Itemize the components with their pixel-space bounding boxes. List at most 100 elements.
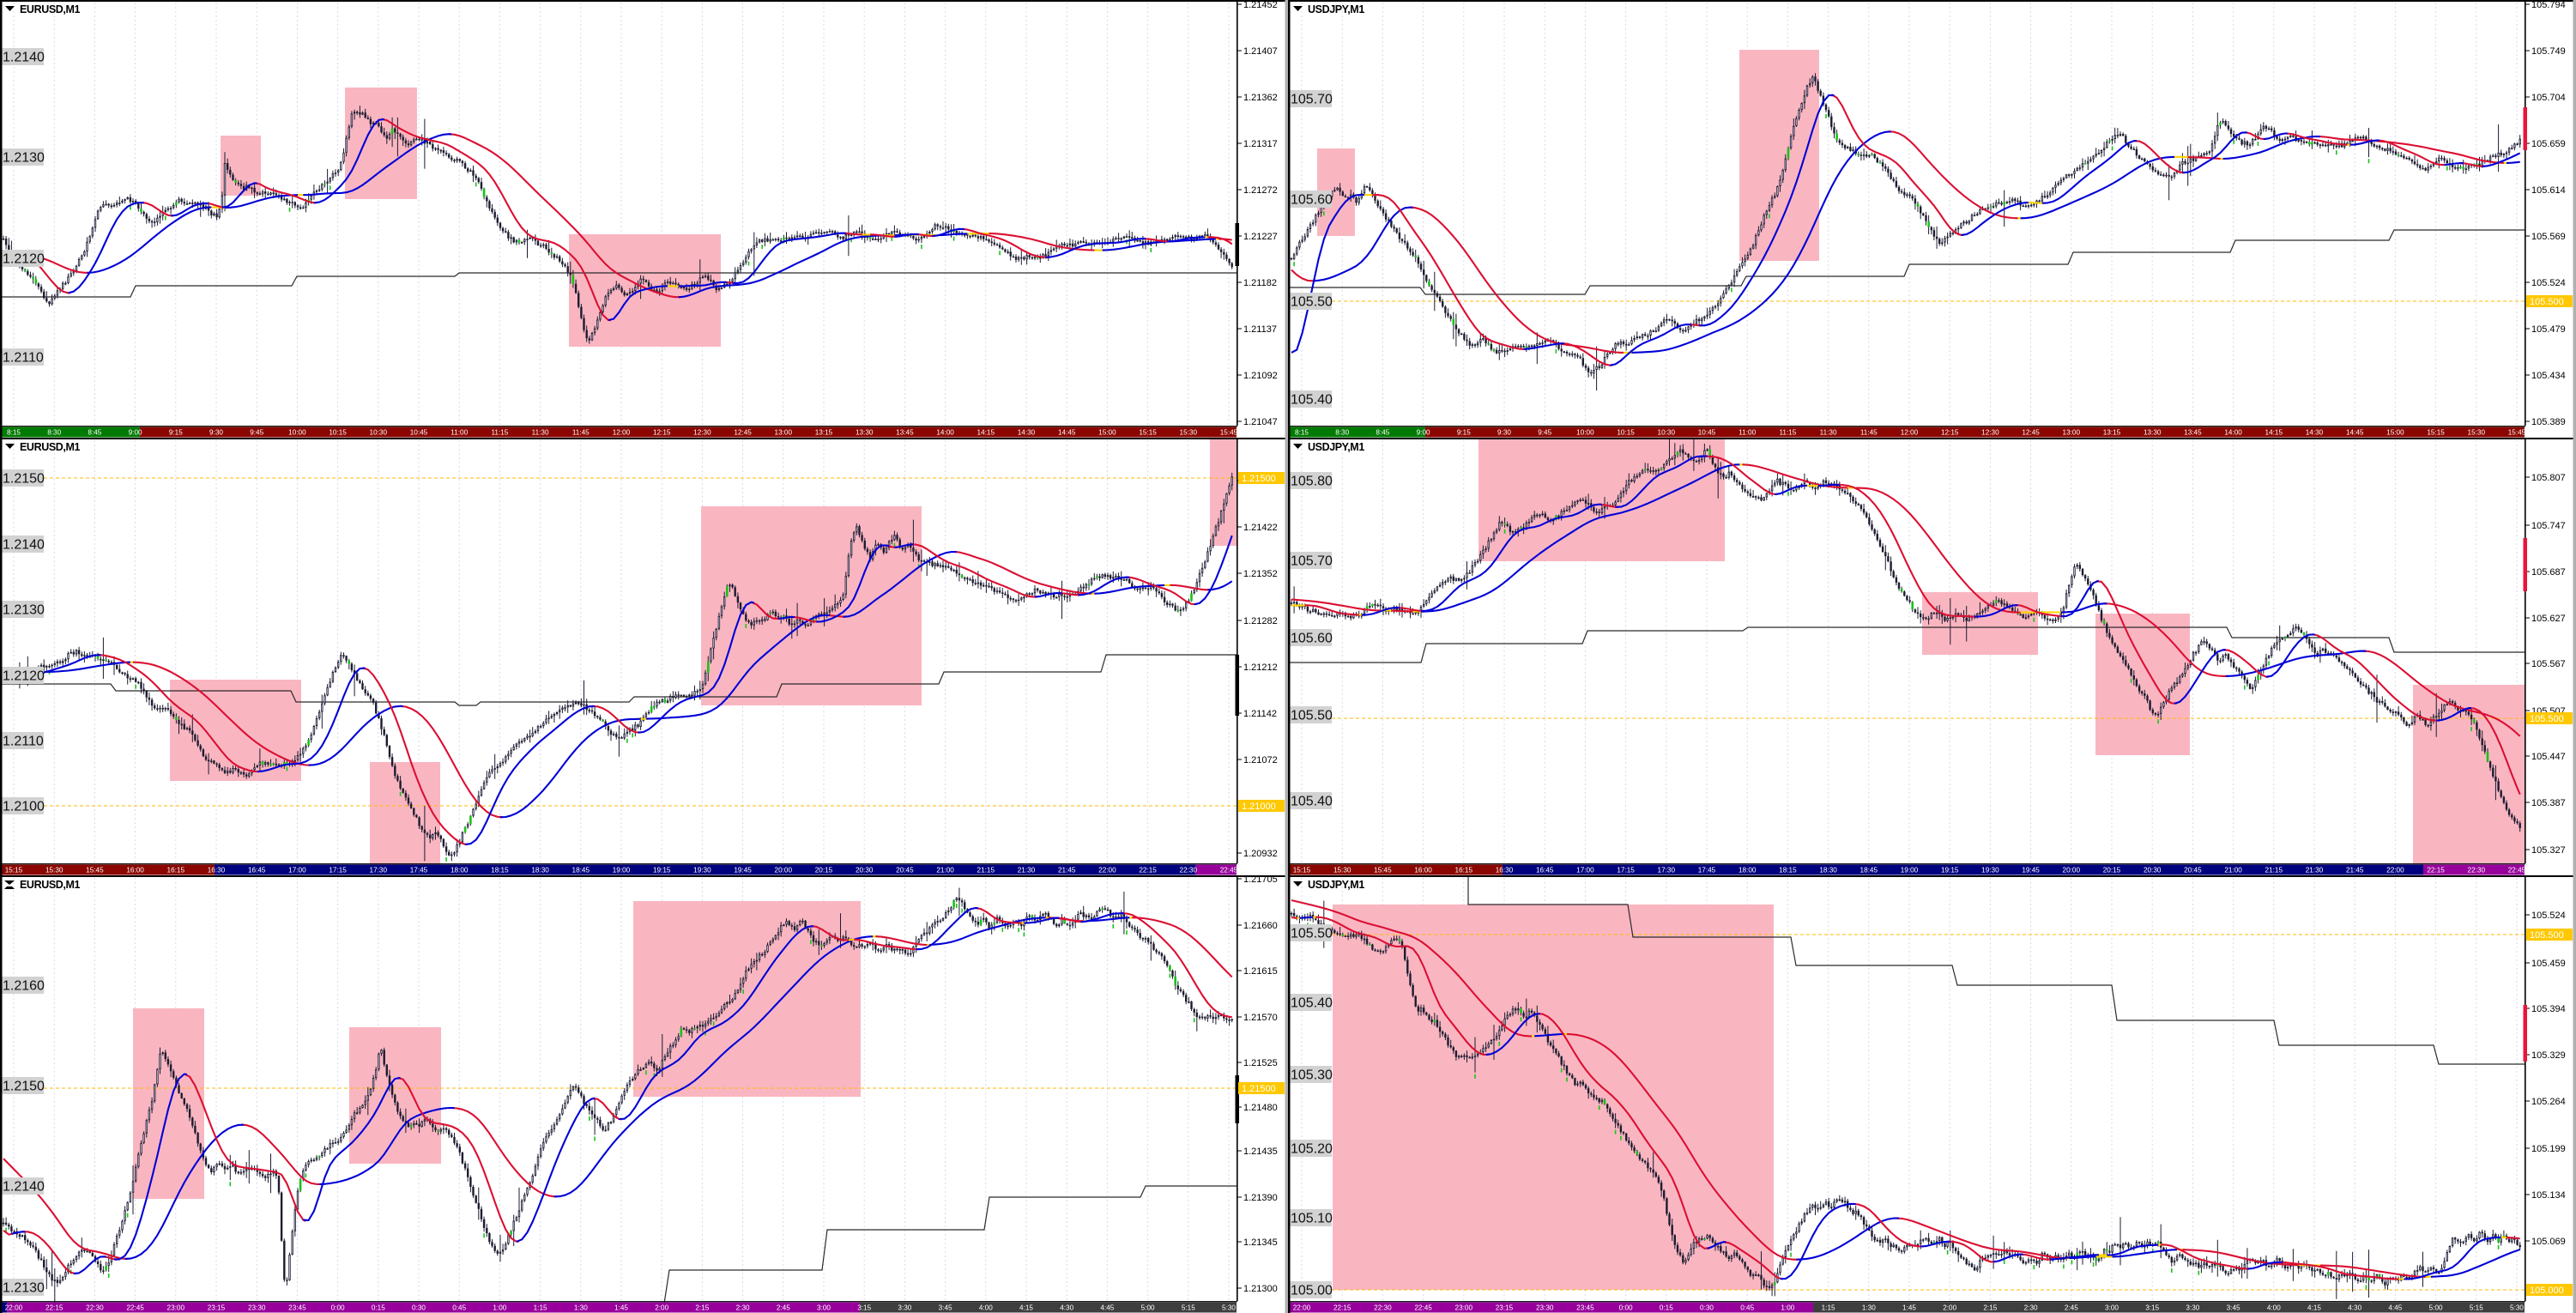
svg-text:105.00: 105.00 xyxy=(1291,1284,1333,1298)
svg-text:11:30: 11:30 xyxy=(532,429,549,437)
svg-text:1.21345: 1.21345 xyxy=(1243,1237,1278,1248)
svg-text:15:30: 15:30 xyxy=(45,867,63,874)
svg-text:19:15: 19:15 xyxy=(653,867,671,874)
svg-text:17:30: 17:30 xyxy=(1658,867,1676,874)
svg-text:0:15: 0:15 xyxy=(1660,1304,1673,1312)
svg-text:16:15: 16:15 xyxy=(1455,867,1473,874)
svg-text:1.21272: 1.21272 xyxy=(1243,185,1278,196)
svg-text:2:15: 2:15 xyxy=(1983,1304,1997,1312)
svg-text:105.389: 105.389 xyxy=(2531,417,2566,427)
svg-text:11:00: 11:00 xyxy=(1738,429,1756,437)
svg-text:2:00: 2:00 xyxy=(655,1304,668,1312)
svg-text:1.21137: 1.21137 xyxy=(1243,324,1277,335)
svg-text:1.21227: 1.21227 xyxy=(1243,232,1278,242)
svg-text:23:15: 23:15 xyxy=(208,1304,226,1312)
svg-text:2:00: 2:00 xyxy=(1943,1304,1956,1312)
svg-text:14:00: 14:00 xyxy=(2224,429,2242,437)
svg-text:20:00: 20:00 xyxy=(2063,867,2081,874)
svg-text:5:30: 5:30 xyxy=(2510,1304,2524,1312)
svg-text:18:30: 18:30 xyxy=(531,867,549,874)
svg-text:16:45: 16:45 xyxy=(1536,867,1554,874)
svg-text:105.60: 105.60 xyxy=(1291,193,1333,208)
svg-text:105.614: 105.614 xyxy=(2531,185,2566,196)
svg-text:EURUSD,M1: EURUSD,M1 xyxy=(20,441,80,453)
svg-text:15:45: 15:45 xyxy=(86,867,104,874)
svg-text:1.2150: 1.2150 xyxy=(3,1080,45,1094)
svg-text:17:45: 17:45 xyxy=(410,867,428,874)
svg-text:105.10: 105.10 xyxy=(1291,1212,1333,1226)
svg-text:16:30: 16:30 xyxy=(1496,867,1514,874)
svg-text:105.40: 105.40 xyxy=(1291,996,1333,1011)
svg-text:1:00: 1:00 xyxy=(1781,1304,1794,1312)
svg-text:0:30: 0:30 xyxy=(412,1304,426,1312)
svg-text:21:00: 21:00 xyxy=(936,867,954,874)
svg-text:22:45: 22:45 xyxy=(1220,867,1238,874)
svg-text:12:45: 12:45 xyxy=(2022,429,2040,437)
svg-text:11:30: 11:30 xyxy=(1820,429,1837,437)
svg-text:22:00: 22:00 xyxy=(1293,1304,1311,1312)
svg-text:17:45: 17:45 xyxy=(1698,867,1716,874)
svg-text:1.2110: 1.2110 xyxy=(3,351,44,366)
svg-text:13:30: 13:30 xyxy=(2144,429,2162,437)
svg-text:1.2140: 1.2140 xyxy=(3,51,45,65)
svg-text:1.21390: 1.21390 xyxy=(1243,1193,1278,1203)
svg-text:23:45: 23:45 xyxy=(288,1304,306,1312)
svg-text:105.20: 105.20 xyxy=(1291,1142,1333,1157)
svg-text:22:15: 22:15 xyxy=(45,1304,63,1312)
svg-text:1.21500: 1.21500 xyxy=(1242,1084,1276,1094)
svg-text:EURUSD,M1: EURUSD,M1 xyxy=(20,879,80,891)
svg-text:105.199: 105.199 xyxy=(2531,1144,2566,1154)
svg-text:0:00: 0:00 xyxy=(331,1304,345,1312)
svg-text:15:15: 15:15 xyxy=(2427,429,2445,437)
svg-text:1.21452: 1.21452 xyxy=(1243,0,1278,10)
svg-text:1.21480: 1.21480 xyxy=(1243,1103,1278,1113)
svg-text:1.21525: 1.21525 xyxy=(1243,1058,1278,1068)
svg-text:105.30: 105.30 xyxy=(1291,1068,1333,1083)
svg-text:4:15: 4:15 xyxy=(2307,1304,2321,1312)
svg-text:2:45: 2:45 xyxy=(2065,1304,2078,1312)
svg-text:13:15: 13:15 xyxy=(815,429,833,437)
svg-text:20:45: 20:45 xyxy=(896,867,914,874)
svg-text:105.794: 105.794 xyxy=(2531,0,2566,10)
svg-text:4:30: 4:30 xyxy=(2348,1304,2361,1312)
svg-text:105.500: 105.500 xyxy=(2530,930,2564,941)
svg-text:105.500: 105.500 xyxy=(2530,714,2564,724)
svg-text:1.21182: 1.21182 xyxy=(1243,278,1277,288)
svg-text:19:30: 19:30 xyxy=(1981,867,1999,874)
svg-text:1.21300: 1.21300 xyxy=(1243,1284,1278,1294)
svg-text:105.70: 105.70 xyxy=(1291,93,1333,107)
svg-text:105.704: 105.704 xyxy=(2531,93,2566,103)
svg-text:8:30: 8:30 xyxy=(47,429,61,437)
svg-text:16:00: 16:00 xyxy=(126,867,144,874)
svg-text:15:15: 15:15 xyxy=(1293,867,1311,874)
svg-text:13:00: 13:00 xyxy=(775,429,793,437)
svg-text:8:30: 8:30 xyxy=(1335,429,1349,437)
svg-text:19:15: 19:15 xyxy=(1941,867,1959,874)
svg-text:105.479: 105.479 xyxy=(2531,324,2566,335)
svg-text:17:30: 17:30 xyxy=(370,867,388,874)
svg-text:1.2100: 1.2100 xyxy=(3,800,45,814)
svg-text:105.40: 105.40 xyxy=(1291,393,1333,408)
svg-text:11:45: 11:45 xyxy=(1860,429,1878,437)
svg-text:1.21142: 1.21142 xyxy=(1243,709,1277,719)
svg-text:20:30: 20:30 xyxy=(2144,867,2162,874)
svg-text:12:00: 12:00 xyxy=(1901,429,1919,437)
svg-text:9:30: 9:30 xyxy=(209,429,223,437)
svg-text:20:15: 20:15 xyxy=(2103,867,2121,874)
svg-text:9:15: 9:15 xyxy=(1457,429,1471,437)
svg-text:105.134: 105.134 xyxy=(2531,1190,2566,1201)
svg-text:23:30: 23:30 xyxy=(1536,1304,1554,1312)
svg-text:3:15: 3:15 xyxy=(2145,1304,2159,1312)
svg-text:1.21407: 1.21407 xyxy=(1243,46,1278,57)
svg-text:105.264: 105.264 xyxy=(2531,1097,2566,1107)
svg-text:13:30: 13:30 xyxy=(856,429,874,437)
svg-text:9:45: 9:45 xyxy=(1538,429,1551,437)
svg-text:0:30: 0:30 xyxy=(1700,1304,1714,1312)
svg-text:1.2140: 1.2140 xyxy=(3,1180,45,1195)
svg-text:2:15: 2:15 xyxy=(695,1304,709,1312)
svg-text:18:45: 18:45 xyxy=(572,867,590,874)
svg-text:18:30: 18:30 xyxy=(1819,867,1837,874)
svg-text:1.21352: 1.21352 xyxy=(1243,569,1278,579)
svg-text:105.459: 105.459 xyxy=(2531,959,2566,969)
svg-text:20:00: 20:00 xyxy=(775,867,793,874)
